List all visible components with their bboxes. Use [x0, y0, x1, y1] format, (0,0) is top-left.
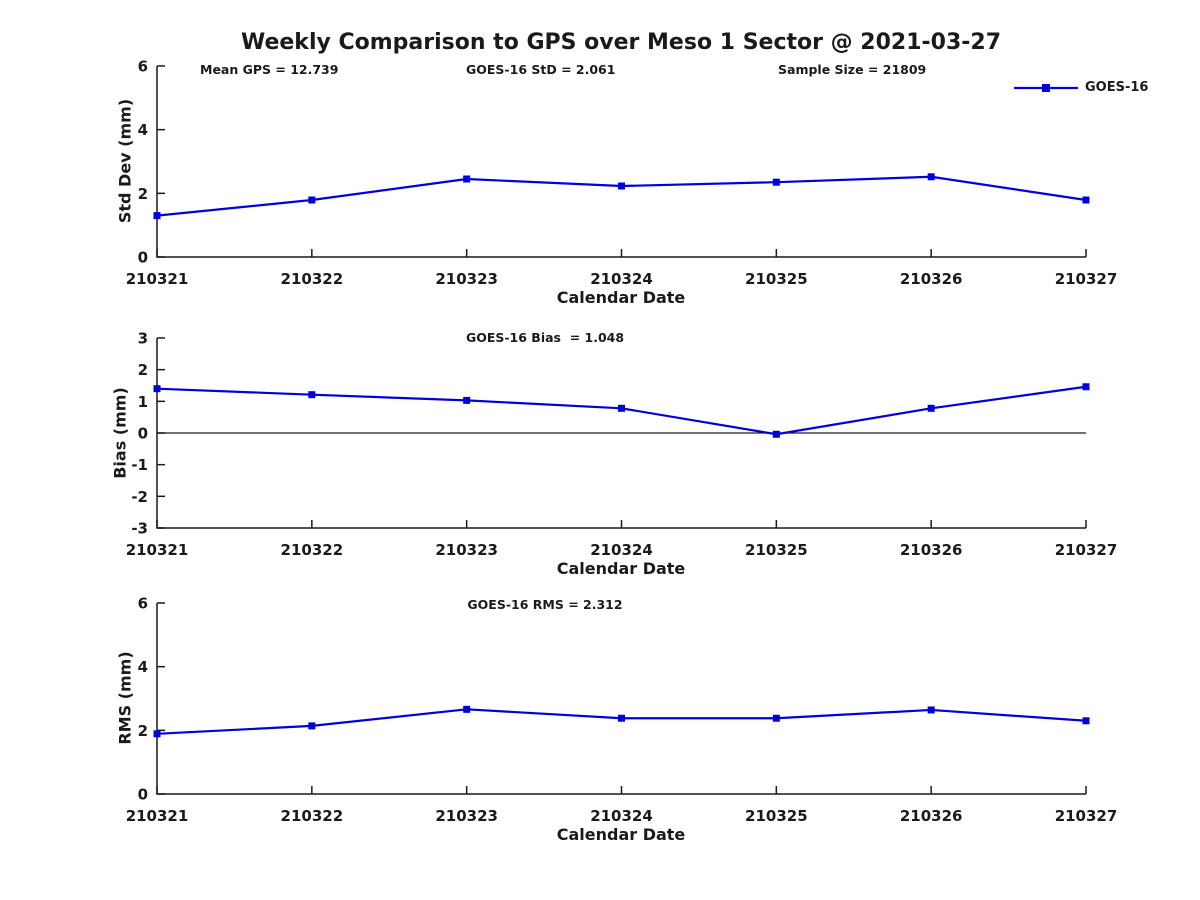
y-tick-label: 4 — [138, 658, 148, 676]
y-axis-label-bias: Bias (mm) — [110, 387, 130, 479]
legend: GOES-16 — [1014, 80, 1148, 96]
legend-line-marker-icon — [1014, 84, 1078, 92]
y-tick-label: 0 — [138, 786, 148, 804]
y-tick-label: 0 — [138, 249, 148, 267]
y-tick-label: 2 — [138, 722, 148, 740]
annotation-goes16-rms: GOES-16 RMS = 2.312 — [467, 597, 623, 612]
x-axis-label-std-dev: Calendar Date — [556, 288, 686, 307]
x-axis-label-bias: Calendar Date — [556, 559, 686, 578]
x-tick-label: 210325 — [745, 270, 808, 288]
data-point-marker — [308, 391, 316, 399]
data-point-marker — [927, 173, 935, 181]
data-point-marker — [618, 714, 625, 722]
x-tick-label: 210324 — [590, 270, 653, 288]
x-tick-label: 210321 — [126, 807, 189, 825]
x-tick-label: 210322 — [281, 541, 344, 559]
subplot-rms: 0 2 4 6 210321 210322 210323 210324 210325 210326… — [126, 595, 1118, 826]
y-tick-label: 0 — [138, 425, 148, 443]
x-tick-label: 210326 — [900, 541, 963, 559]
data-point-marker — [153, 212, 161, 220]
y-axis-label-rms: RMS (mm) — [115, 651, 135, 745]
x-tick-label: 210323 — [435, 807, 498, 825]
x-axis-label-rms: Calendar Date — [556, 825, 686, 844]
subplot-std-dev: 0 2 4 6 210321 210322 210323 210324 210325 210326… — [126, 58, 1118, 289]
x-tick-label: 210322 — [281, 807, 344, 825]
x-tick-label: 210321 — [126, 541, 189, 559]
x-tick-label: 210326 — [900, 270, 963, 288]
x-tick-label: 210323 — [435, 541, 498, 559]
axes-spines — [156, 66, 1086, 258]
x-tick-label: 210321 — [126, 270, 189, 288]
x-tick-label: 210327 — [1055, 807, 1118, 825]
data-point-marker — [618, 404, 625, 412]
data-point-marker — [463, 396, 471, 404]
data-point-marker — [1082, 196, 1090, 204]
y-tick-label: 2 — [138, 185, 148, 203]
x-tick-label: 210327 — [1055, 270, 1118, 288]
y-tick-label: 2 — [138, 361, 148, 379]
data-point-marker — [927, 404, 935, 412]
data-point-marker — [153, 385, 161, 393]
axes-spines — [156, 603, 1086, 795]
data-point-marker — [463, 175, 471, 183]
x-tick-label: 210326 — [900, 807, 963, 825]
y-axis-label-std-dev: Std Dev (mm) — [115, 98, 135, 224]
x-tick-label: 210324 — [590, 541, 653, 559]
data-point-marker — [772, 714, 780, 722]
annotation-mean-gps: Mean GPS = 12.739 — [200, 62, 339, 77]
x-tick-label: 210327 — [1055, 541, 1118, 559]
data-point-marker — [153, 730, 161, 738]
x-tick-label: 210325 — [745, 807, 808, 825]
chart-title: Weekly Comparison to GPS over Meso 1 Sec… — [240, 30, 1002, 55]
y-tick-label: -3 — [131, 520, 148, 538]
legend-label: GOES-16 — [1085, 80, 1149, 95]
annotation-goes16-std: GOES-16 StD = 2.061 — [466, 62, 616, 77]
data-point-marker — [308, 196, 316, 204]
subplot-bias: -3 -2 -1 0 1 2 3 210321 210322 210323 210324 210325… — [126, 330, 1118, 560]
data-point-marker — [618, 182, 625, 190]
y-tick-label: 6 — [138, 58, 148, 76]
annotation-goes16-bias: GOES-16 Bias = 1.048 — [465, 330, 625, 345]
y-tick-label: 6 — [138, 595, 148, 613]
y-tick-label: -1 — [131, 456, 148, 474]
y-tick-label: -2 — [131, 488, 148, 506]
data-point-marker — [308, 722, 316, 730]
data-point-marker — [1082, 383, 1090, 391]
data-point-marker — [772, 178, 780, 186]
x-tick-label: 210323 — [435, 270, 498, 288]
y-tick-label: 4 — [138, 121, 148, 139]
x-tick-label: 210322 — [281, 270, 344, 288]
data-point-marker — [927, 706, 935, 714]
y-tick-label: 3 — [138, 330, 148, 348]
y-tick-label: 1 — [138, 393, 148, 411]
data-point-marker — [772, 430, 780, 438]
x-tick-label: 210325 — [745, 541, 808, 559]
annotation-sample-size: Sample Size = 21809 — [778, 62, 927, 77]
data-point-marker — [463, 705, 471, 713]
data-point-marker — [1082, 717, 1090, 725]
x-tick-label: 210324 — [590, 807, 653, 825]
